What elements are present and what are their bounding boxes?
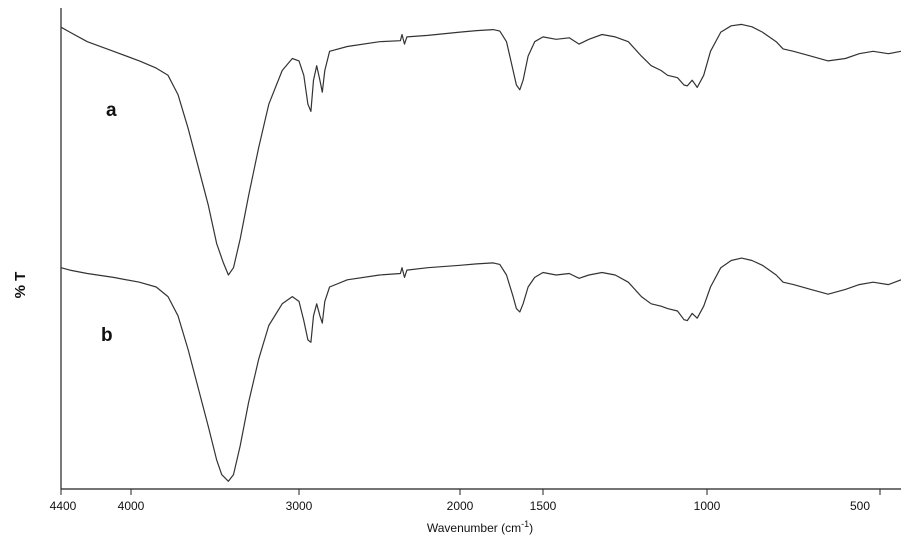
x-tick-label: 500 (850, 499, 870, 513)
x-tick-label: 2000 (447, 499, 474, 513)
series-line-b (60, 257, 901, 482)
x-ticks: 4400 4000 3000 2000 1500 1000 500 (50, 489, 881, 513)
x-tick-label: 4400 (50, 499, 77, 513)
x-tick-label: 1000 (694, 499, 721, 513)
x-axis-label-sup: -1 (521, 519, 529, 529)
series-label-b: b (101, 325, 113, 346)
x-tick-label: 1500 (530, 499, 557, 513)
x-axis-label: Wavenumber (cm-1) (427, 519, 533, 535)
series-group (60, 23, 901, 482)
y-axis-label: % T (12, 272, 29, 299)
series-line-a (60, 23, 901, 276)
x-tick-label: 4000 (118, 499, 145, 513)
x-axis-label-close: ) (529, 521, 533, 535)
series-label-a: a (106, 100, 117, 121)
x-axis-label-main: Wavenumber (cm (427, 521, 521, 535)
x-tick-label: 3000 (286, 499, 313, 513)
plot-frame (60, 8, 901, 490)
